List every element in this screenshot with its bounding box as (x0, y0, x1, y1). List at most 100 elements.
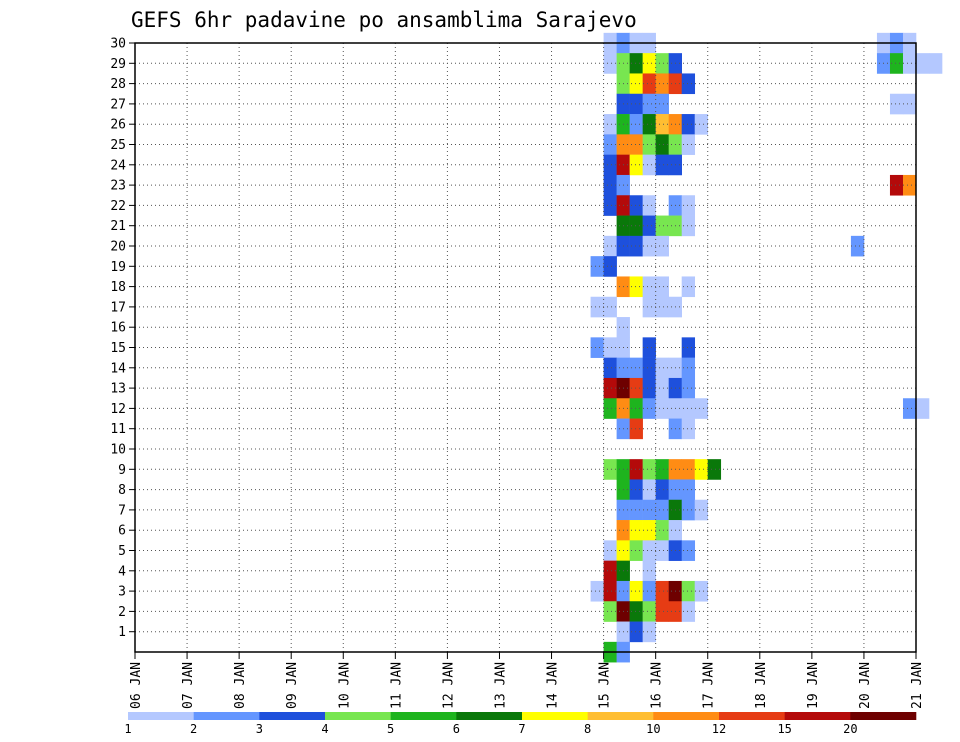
heatmap-cell (629, 418, 643, 440)
heatmap-cell (707, 459, 722, 480)
heatmap-cells (590, 32, 943, 663)
x-tick-label: 07 JAN (181, 662, 196, 709)
x-tick-label: 16 JAN (650, 662, 665, 709)
heatmap-cell (642, 276, 656, 298)
legend-swatch (719, 712, 785, 720)
heatmap-cell (603, 296, 617, 318)
chart-title: GEFS 6hr padavine po ansamblima Sarajevo (131, 8, 637, 32)
y-tick-label: 5 (118, 544, 126, 559)
y-tick-label: 16 (110, 321, 126, 336)
heatmap-cell (902, 174, 917, 196)
heatmap-cell (629, 114, 643, 135)
x-tick-label: 06 JAN (129, 662, 144, 709)
legend-label: 1 (124, 722, 131, 736)
legend-swatch (128, 712, 194, 720)
y-tick-label: 12 (110, 402, 126, 417)
y-tick-label: 2 (118, 605, 126, 620)
y-tick-label: 18 (110, 280, 126, 295)
y-tick-label: 13 (110, 382, 126, 397)
heatmap-cell (902, 53, 917, 74)
heatmap-cell (655, 601, 669, 622)
heatmap-cell (629, 73, 643, 95)
x-tick-label: 20 JAN (858, 662, 873, 709)
heatmap-cell (929, 53, 943, 74)
heatmap-cell (642, 540, 656, 561)
legend-label: 20 (843, 722, 857, 736)
y-tick-label: 4 (118, 564, 126, 579)
heatmap-cell (603, 235, 617, 257)
heatmap-cell (655, 235, 669, 257)
grid-lines (135, 42, 916, 652)
heatmap-cell (642, 520, 656, 541)
y-tick-label: 15 (110, 341, 126, 356)
heatmap-cell (603, 154, 617, 176)
heatmap-cell (681, 377, 696, 399)
heatmap-cell (603, 540, 617, 561)
heatmap-cell (694, 459, 709, 480)
y-tick-label: 14 (110, 361, 126, 376)
heatmap-cell (603, 337, 617, 358)
legend-swatch (653, 712, 720, 720)
heatmap-cell (629, 499, 643, 521)
heatmap-cell (642, 134, 656, 155)
heatmap-cell (629, 479, 643, 501)
heatmap-cell (603, 560, 617, 582)
heatmap-cell (889, 53, 904, 74)
heatmap-cell (902, 93, 917, 115)
heatmap-cell (681, 357, 696, 379)
heatmap-cell (642, 479, 656, 501)
heatmap-cell (850, 235, 865, 257)
heatmap-cell (629, 215, 643, 237)
x-tick-label: 15 JAN (598, 662, 613, 709)
x-tick-label: 19 JAN (806, 662, 821, 709)
heatmap-cell (642, 235, 656, 257)
heatmap-cell (629, 520, 643, 541)
y-axis-ticks: 1234567891011121314151617181920212223242… (110, 37, 135, 640)
legend-label: 5 (387, 722, 394, 736)
legend-label: 15 (777, 722, 791, 736)
x-tick-label: 21 JAN (910, 662, 925, 709)
heatmap-cell (694, 580, 709, 602)
heatmap-cell (590, 296, 604, 318)
heatmap-cell (694, 499, 709, 521)
heatmap-cell (642, 73, 656, 95)
y-tick-label: 19 (110, 260, 126, 275)
heatmap-cell (629, 377, 643, 399)
x-tick-label: 10 JAN (337, 662, 352, 709)
legend-label: 6 (453, 722, 460, 736)
heatmap-cell (681, 540, 696, 561)
y-tick-label: 22 (110, 199, 126, 214)
heatmap-cell (681, 114, 696, 135)
plot-frame (134, 42, 917, 653)
heatmap-cell (603, 53, 617, 74)
heatmap-cell (642, 114, 656, 135)
legend-swatch (587, 712, 654, 720)
heatmap-cell (629, 398, 643, 419)
heatmap-cell (603, 580, 617, 602)
x-tick-label: 13 JAN (493, 662, 508, 709)
heatmap-cell (590, 256, 604, 277)
heatmap-cell (590, 337, 604, 358)
y-tick-label: 26 (110, 118, 126, 133)
heatmap-cell (642, 601, 656, 622)
y-tick-label: 29 (110, 57, 126, 72)
y-tick-label: 10 (110, 443, 126, 458)
heatmap-cell (655, 73, 669, 95)
heatmap-cell (681, 601, 696, 622)
y-tick-label: 7 (118, 503, 126, 518)
heatmap-cell (681, 418, 696, 440)
heatmap-cell (642, 195, 656, 216)
y-tick-label: 27 (110, 97, 126, 112)
heatmap-cell (655, 540, 669, 561)
heatmap-cell (681, 459, 696, 480)
heatmap-cell (655, 276, 669, 298)
heatmap-cell (694, 114, 709, 135)
heatmap-cell (603, 256, 617, 277)
heatmap-cell (655, 114, 669, 135)
heatmap-cell (642, 93, 656, 115)
x-tick-label: 12 JAN (441, 662, 456, 709)
y-tick-label: 1 (118, 625, 126, 640)
heatmap-cell (642, 621, 656, 643)
heatmap-cell (681, 479, 696, 501)
